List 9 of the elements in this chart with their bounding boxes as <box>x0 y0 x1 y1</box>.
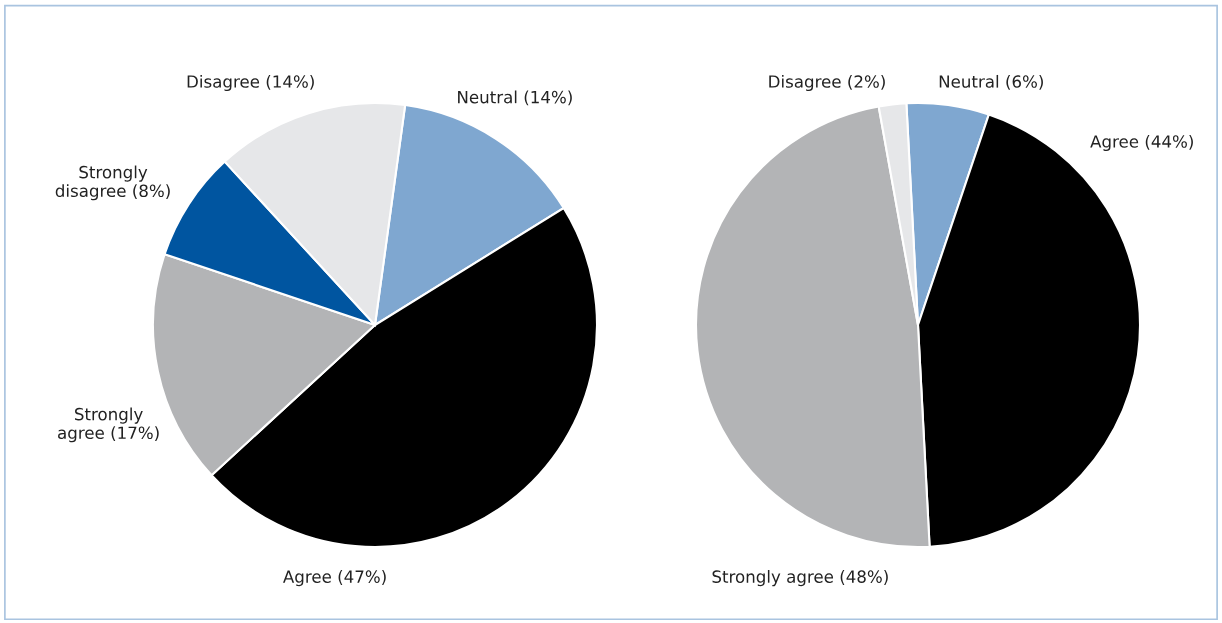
slice-label: Agree (44%) <box>1090 134 1193 152</box>
slice-label: Strongly disagree (8%) <box>55 165 170 201</box>
slice-label: Disagree (2%) <box>769 74 885 92</box>
slice-label: Agree (47%) <box>283 570 386 587</box>
slice-label: Neutral (6%) <box>939 74 1043 90</box>
slice-label: Disagree (14%) <box>187 74 314 92</box>
slice-label: Neutral (14%) <box>458 90 572 106</box>
slice-label: Strongly agree (17%) <box>58 407 159 443</box>
slice-label: Strongly agree (48%) <box>712 570 888 587</box>
